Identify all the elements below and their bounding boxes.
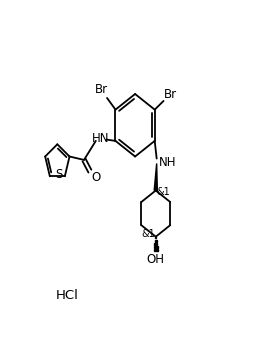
Text: HCl: HCl (56, 289, 79, 302)
Text: Br: Br (95, 83, 108, 96)
Text: OH: OH (147, 253, 165, 266)
Text: HN: HN (92, 132, 109, 145)
Polygon shape (154, 249, 158, 251)
Polygon shape (155, 237, 156, 238)
Text: Br: Br (164, 88, 177, 101)
Polygon shape (154, 246, 157, 248)
Text: &1: &1 (141, 229, 155, 239)
Polygon shape (154, 243, 157, 245)
Polygon shape (154, 163, 157, 191)
Polygon shape (155, 240, 157, 241)
Text: S: S (55, 168, 62, 181)
Text: O: O (92, 170, 101, 184)
Text: NH: NH (159, 156, 177, 169)
Text: &1: &1 (157, 187, 170, 197)
